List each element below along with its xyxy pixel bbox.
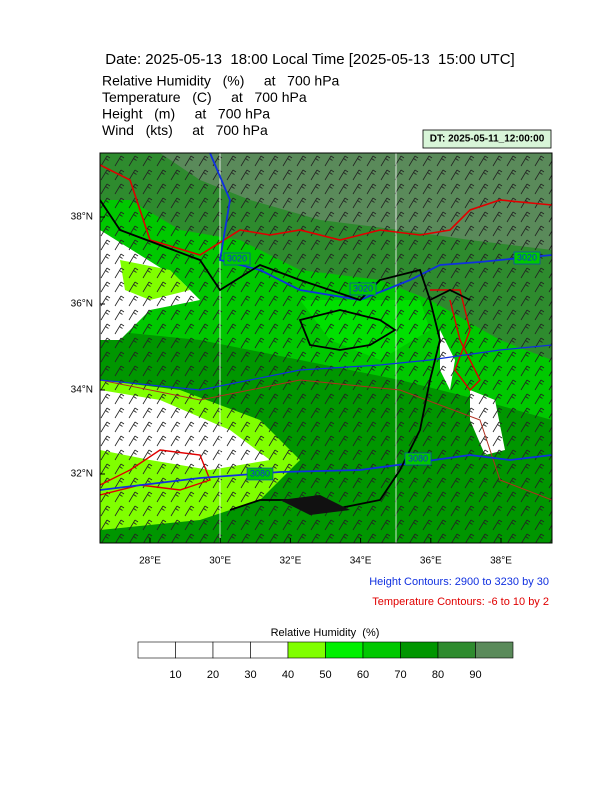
- colorbar-box: [362, 641, 401, 659]
- colorbar-label: 50: [319, 669, 331, 681]
- contour-label-box: [513, 251, 541, 265]
- temperature-contour: [100, 164, 552, 256]
- contour-label: 3020: [353, 283, 373, 293]
- contour-label: 3020: [517, 252, 537, 262]
- temperature-contour: [100, 449, 211, 496]
- colorbar-box: [287, 641, 326, 659]
- colorbar-box: [437, 641, 476, 659]
- field-label: Relative Humidity (%) at 700 hPa: [102, 73, 340, 89]
- colorbar-box: [250, 641, 289, 659]
- lon-label: 32°E: [280, 556, 302, 567]
- height-note: Height Contours: 2900 to 3230 by 30: [369, 576, 549, 588]
- lon-label: 30°E: [209, 556, 231, 567]
- coastline: [298, 309, 397, 351]
- field-label: Height (m) at 700 hPa: [102, 106, 270, 122]
- map: [100, 153, 552, 543]
- colorbar-box: [175, 641, 214, 659]
- lon-label: 28°E: [139, 556, 161, 567]
- map-labels: 38°N 36°N 34°N 32°N 28°E 30°E 32°E 34°E 36°E 38°E…: [71, 212, 541, 567]
- colorbar-title: Relative Humidity (%): [271, 627, 380, 639]
- lat-label: 36°N: [71, 299, 93, 310]
- lat-label: 32°N: [71, 469, 93, 480]
- colorbar-label: 70: [394, 669, 406, 681]
- dt-label: DT: 2025-05-11_12:00:00: [430, 134, 545, 145]
- temperature-contour: [100, 379, 552, 501]
- temperature-note: Temperature Contours: -6 to 10 by 2: [372, 596, 549, 608]
- colorbar-label: 80: [432, 669, 444, 681]
- contour-label: 3080: [408, 453, 428, 463]
- colorbar-label: 90: [469, 669, 481, 681]
- colorbar-box: [475, 641, 514, 659]
- contour-label-box: [404, 452, 432, 466]
- map-frame: [99, 152, 553, 544]
- lon-label: 36°E: [420, 556, 442, 567]
- lon-label: 38°E: [490, 556, 512, 567]
- contour-label-box: [349, 282, 377, 296]
- colorbar-box: [137, 641, 176, 659]
- height-contour: [100, 454, 552, 491]
- colorbar-label: 30: [244, 669, 256, 681]
- lat-label: 34°N: [71, 385, 93, 396]
- contour-label-box: [246, 467, 274, 481]
- colorbar: 10 20 30 40 50 60 70 80 90: [137, 641, 514, 681]
- colorbar-box: [400, 641, 439, 659]
- field-label: Temperature (C) at 700 hPa: [102, 89, 307, 105]
- title: Date: 2025-05-13 18:00 Local Time [2025-…: [105, 51, 514, 68]
- lat-label: 38°N: [71, 212, 93, 223]
- dt-box: [422, 129, 552, 149]
- field-list: Relative Humidity (%) at 700 hPaTemperat…: [102, 73, 340, 139]
- delta: [280, 495, 350, 515]
- colorbar-label: 40: [282, 669, 294, 681]
- field-label: Wind (kts) at 700 hPa: [102, 122, 268, 138]
- colorbar-box: [212, 641, 251, 659]
- contour-label-box: [223, 252, 251, 266]
- height-contour: [100, 344, 552, 391]
- colorbar-box: [325, 641, 364, 659]
- colorbar-label: 60: [357, 669, 369, 681]
- contour-label: 3080: [250, 468, 270, 478]
- colorbar-label: 20: [207, 669, 219, 681]
- lon-label: 34°E: [350, 556, 372, 567]
- colorbar-label: 10: [169, 669, 181, 681]
- contour-label: 3020: [227, 253, 247, 263]
